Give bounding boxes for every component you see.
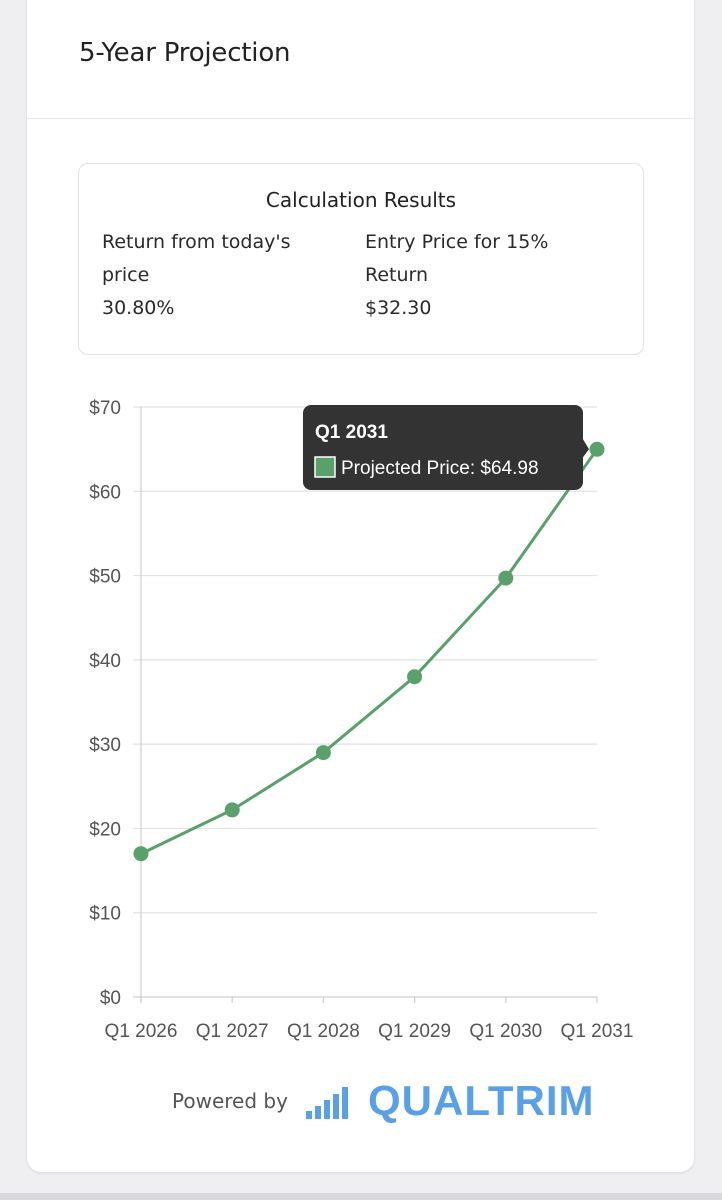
series-line-projected-price [140, 448, 599, 856]
entry-price-metric: Entry Price for 15% Return $32.30 [365, 226, 595, 325]
data-point [224, 802, 240, 818]
y-tick-label: $20 [89, 819, 121, 840]
return-label: Return from today's price [102, 231, 291, 286]
bar-chart-icon [306, 1087, 348, 1119]
y-tick-label: $30 [89, 735, 121, 756]
data-point [498, 570, 514, 586]
card-header: 5-Year Projection [27, 0, 694, 119]
tooltip-caret [583, 439, 589, 458]
return-value: 30.80% [102, 297, 175, 319]
return-metric: Return from today's price 30.80% [102, 226, 332, 325]
powered-by-footer: Powered by QUALTRIM [0, 1077, 722, 1124]
y-tick-label: $40 [89, 651, 121, 672]
x-tick-label: Q1 2027 [196, 1021, 269, 1042]
data-point [315, 745, 331, 761]
x-tick-label: Q1 2030 [469, 1021, 542, 1042]
tooltip-title: Q1 2031 [315, 422, 388, 443]
projection-card: 5-Year Projection Calculation Results Re… [27, 0, 694, 1172]
y-tick-label: $70 [89, 398, 121, 419]
tooltip-box [303, 405, 583, 490]
brand-logo[interactable]: QUALTRIM [368, 1077, 595, 1124]
y-tick-label: $60 [89, 482, 121, 503]
powered-by-label: Powered by [172, 1089, 288, 1113]
y-tick-label: $50 [89, 567, 121, 588]
card-title: 5-Year Projection [79, 38, 291, 68]
data-point [133, 846, 149, 862]
bottom-edge [0, 1193, 722, 1200]
x-tick-label: Q1 2031 [561, 1021, 634, 1042]
calculation-results-panel: Calculation Results Return from today's … [78, 163, 644, 355]
y-tick-label: $10 [89, 904, 121, 925]
data-point [407, 669, 423, 685]
tooltip-label: Projected Price: $64.98 [341, 458, 539, 479]
chart-svg: $0 $10 $20 $30 $40 $50 $60 $70 Q1 2026 Q1 2027 Q1 … [89, 398, 634, 1042]
entry-price-value: $32.30 [365, 297, 432, 319]
x-tick-label: Q1 2028 [287, 1021, 360, 1042]
x-tick-label: Q1 2026 [105, 1021, 178, 1042]
results-title: Calculation Results [265, 188, 457, 212]
data-point [589, 441, 605, 457]
tooltip-swatch [314, 456, 336, 478]
x-tick-label: Q1 2029 [378, 1021, 451, 1042]
projection-chart[interactable]: $0 $10 $20 $30 $40 $50 $60 $70 Q1 2026 Q1 2027 Q1 … [60, 380, 660, 1060]
entry-price-label: Entry Price for 15% Return [365, 231, 549, 286]
y-tick-label: $0 [100, 988, 121, 1009]
